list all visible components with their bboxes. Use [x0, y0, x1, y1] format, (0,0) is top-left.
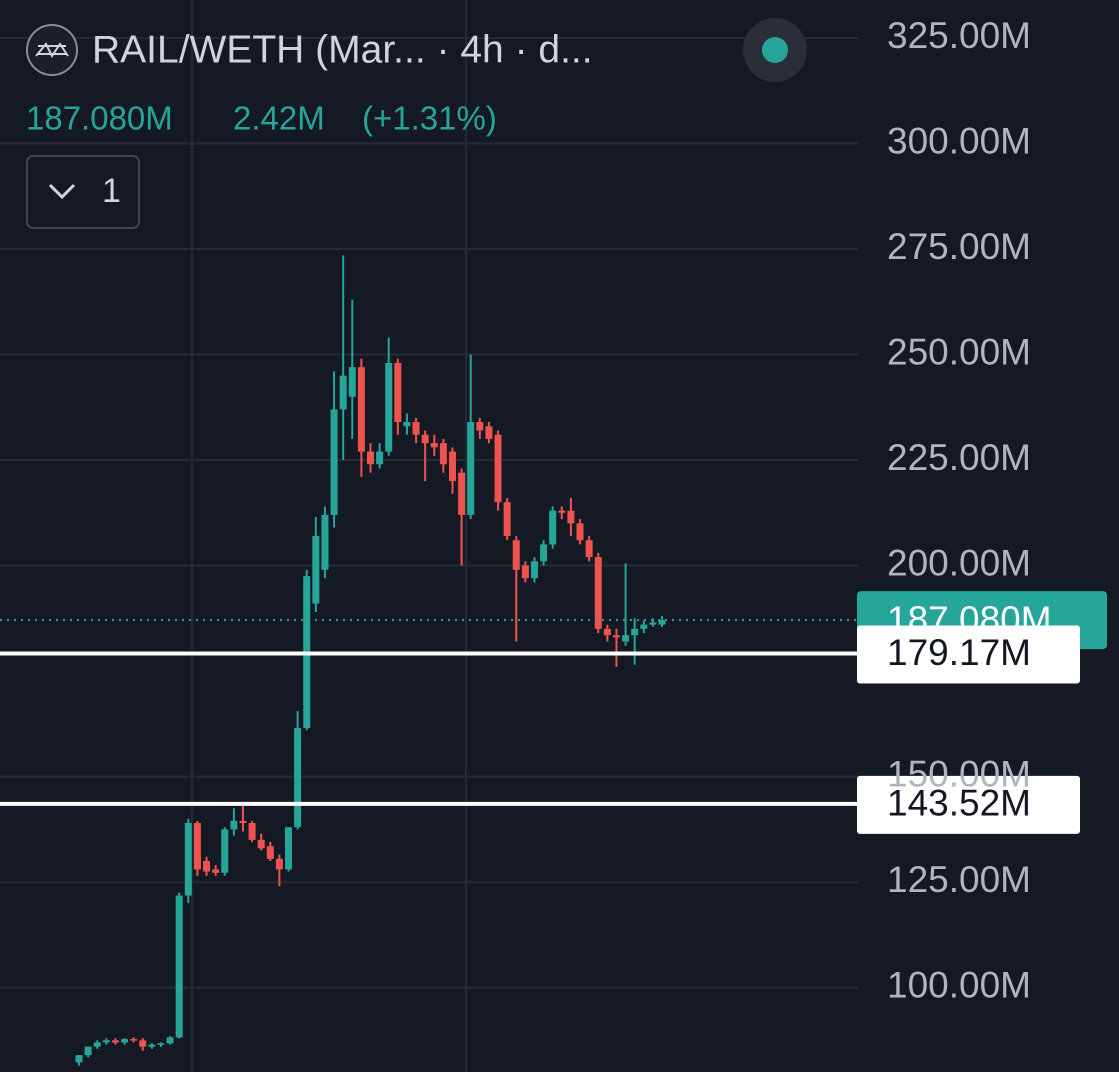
candle-body: [631, 628, 639, 636]
candle-body: [494, 434, 502, 503]
candle-body: [339, 375, 347, 410]
candle-body: [640, 624, 648, 629]
candle-body: [93, 1042, 101, 1047]
candle-body: [230, 820, 238, 830]
candle-body: [567, 510, 575, 524]
candle-body: [239, 820, 247, 823]
candle-body: [111, 1040, 119, 1043]
candle-body: [385, 362, 393, 452]
candle-body: [394, 362, 402, 423]
candle-body: [503, 502, 511, 536]
candle-body: [102, 1040, 110, 1043]
horizontal-line-label: 143.52M: [887, 783, 1031, 824]
indicator-toggle[interactable]: [26, 155, 140, 229]
candle-body: [139, 1040, 147, 1047]
candle-body: [576, 523, 584, 541]
y-tick-label: 225.00M: [887, 437, 1031, 478]
candle-body: [540, 544, 548, 562]
header: RAIL/WETH (Mar... · 4h · d... 187.080M 2…: [26, 18, 807, 229]
candle-body: [166, 1037, 174, 1044]
candles: [75, 255, 666, 1066]
y-tick-label: 150.00M: [887, 753, 1031, 794]
status-dot: [762, 37, 788, 63]
candle-body: [294, 728, 302, 828]
candle-body: [212, 869, 220, 873]
y-tick-label: 275.00M: [887, 226, 1031, 267]
candle-body: [421, 434, 429, 444]
y-tick-label: 250.00M: [887, 331, 1031, 372]
candle-body: [357, 367, 365, 452]
candle-body: [75, 1055, 83, 1063]
y-tick-label: 300.00M: [887, 120, 1031, 161]
last-price: 187.080M: [26, 100, 173, 137]
candle-body: [521, 565, 529, 579]
candle-body: [157, 1043, 165, 1045]
price-change: 2.42M: [233, 100, 325, 137]
candle-body: [439, 443, 447, 465]
horizontal-line-label: 179.17M: [887, 632, 1031, 673]
candle-body: [603, 628, 611, 636]
candle-body: [285, 827, 293, 870]
candle-body: [193, 822, 201, 870]
candle-body: [203, 860, 211, 872]
candle-body: [585, 540, 593, 558]
token-logo-mark: [35, 42, 69, 58]
candle-body: [458, 472, 466, 515]
indicator-count: 1: [102, 172, 121, 210]
candle-body: [266, 846, 274, 859]
candle-body: [148, 1044, 156, 1047]
candle-body: [84, 1046, 92, 1056]
candle-body: [649, 622, 657, 625]
candle-body: [412, 422, 420, 435]
candle-body: [476, 422, 484, 431]
candle-body: [622, 635, 630, 642]
price-change-percent: (+1.31%): [362, 100, 497, 137]
price-axis: 100.00M 125.00M 150.00M 200.00M 225.00M 250.0…: [887, 15, 1031, 1006]
candle-body: [257, 839, 265, 849]
candle-body: [312, 536, 320, 604]
candle-body: [530, 561, 538, 579]
symbol-title[interactable]: RAIL/WETH (Mar... · 4h · d...: [92, 28, 593, 71]
candle-body: [321, 514, 329, 570]
y-tick-label: 200.00M: [887, 542, 1031, 583]
candle-body: [275, 858, 283, 870]
candle-body: [121, 1039, 129, 1043]
candle-body: [367, 451, 374, 465]
token-logo: [26, 24, 78, 76]
candle-body: [248, 822, 256, 840]
candle-body: [175, 895, 183, 1038]
grid: [0, 36, 858, 989]
candle-body: [330, 409, 338, 515]
candle-body: [430, 443, 438, 448]
y-tick-label: 125.00M: [887, 859, 1031, 900]
candle-body: [184, 822, 192, 896]
candle-body: [612, 635, 620, 638]
candle-body: [221, 829, 229, 873]
chevron-icon: [48, 183, 76, 200]
horizontal-line-badge: [857, 625, 1080, 684]
candle-body: [594, 557, 602, 629]
candle-body: [448, 451, 456, 482]
horizontal-line-badge: [857, 775, 1080, 834]
candle-body: [348, 367, 356, 397]
candle-body: [376, 451, 384, 465]
candle-body: [549, 510, 557, 545]
candle-body: [658, 620, 666, 625]
candle-body: [512, 540, 520, 570]
candle-body: [130, 1039, 138, 1041]
y-tick-label: 100.00M: [887, 964, 1031, 1005]
candle-body: [558, 510, 566, 513]
candle-body: [467, 422, 475, 515]
y-tick-label: 325.00M: [887, 15, 1031, 56]
candle-body: [485, 426, 493, 439]
candle-body: [403, 422, 411, 427]
